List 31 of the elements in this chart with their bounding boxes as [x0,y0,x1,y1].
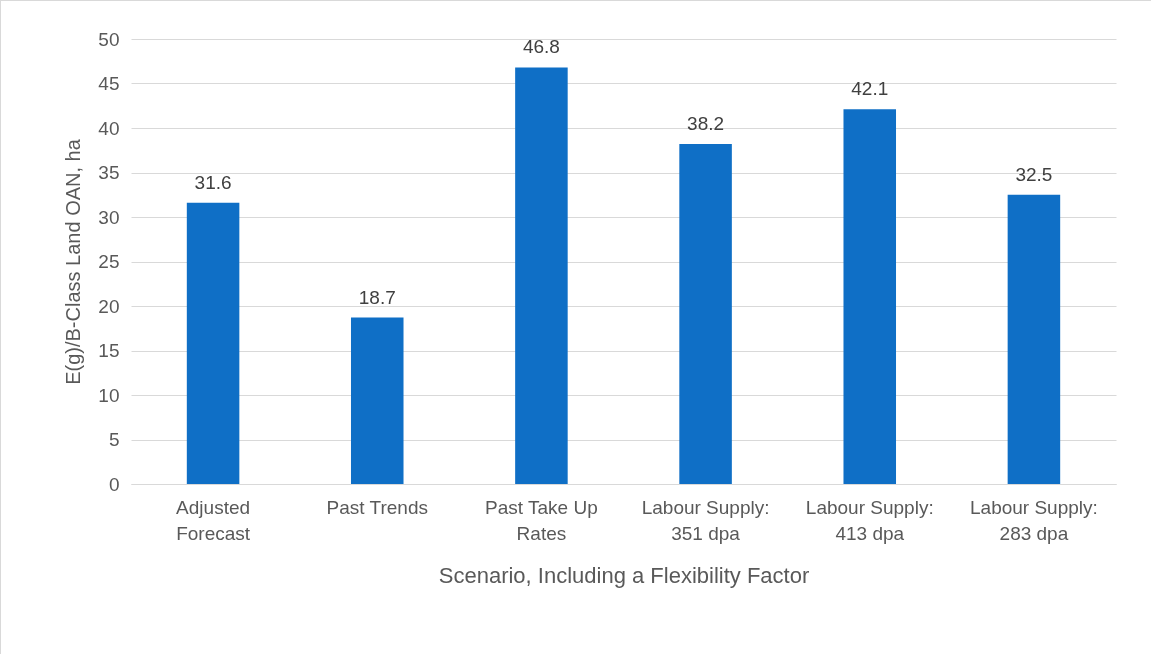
x-axis-title: Scenario, Including a Flexibility Factor [438,562,810,588]
x-tick-label: Labour Supply: 283 dpa [970,496,1098,544]
bar [350,317,404,484]
y-tick-label: 0 [108,473,120,495]
y-tick-label: 10 [98,384,120,406]
data-label: 38.2 [687,113,725,135]
bar [679,144,732,484]
data-label: 18.7 [358,286,396,308]
bar [515,67,568,484]
x-tick-label: Labour Supply: 413 dpa [805,496,934,544]
y-tick-label: 30 [98,206,120,228]
x-tick-label: Past Trends [326,496,428,518]
x-tick-label: Labour Supply: 351 dpa [641,496,770,544]
y-tick-label: 25 [98,251,120,272]
y-tick-label: 15 [98,340,120,361]
y-tick-label: 50 [98,28,120,50]
bar [186,202,240,484]
y-tick-label: 20 [98,295,120,317]
y-tick-label: 45 [98,73,120,94]
data-label: 32.5 [1015,163,1053,185]
data-label: 46.8 [522,36,560,58]
y-axis-title: E(g)/B-Class Land OAN, ha [62,138,85,385]
x-tick-label: Past Take Up Rates [485,496,598,544]
data-label: 42.1 [851,78,889,100]
y-tick-label: 40 [98,117,120,139]
data-label: 31.6 [194,171,232,193]
bar [1007,194,1061,484]
x-tick-label: Adjusted Forecast [176,496,251,544]
bar [843,109,897,484]
y-tick-label: 35 [98,162,120,183]
y-tick-label: 5 [108,429,120,450]
